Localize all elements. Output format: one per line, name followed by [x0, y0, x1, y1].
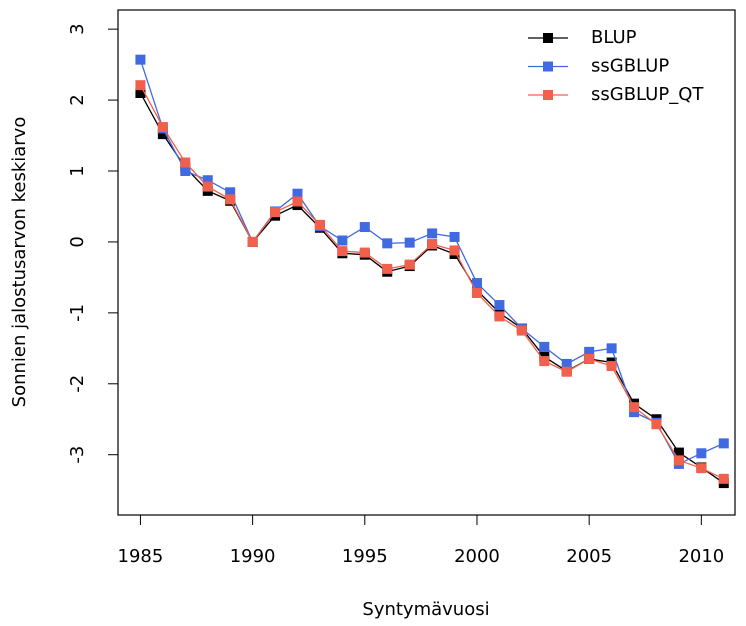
- data-point: [202, 181, 213, 192]
- data-point: [561, 366, 572, 377]
- data-point: [135, 54, 146, 65]
- data-point: [516, 325, 527, 336]
- legend-marker: [543, 90, 553, 100]
- y-tick-label: 1: [67, 165, 88, 176]
- x-tick-label: 1990: [230, 546, 276, 567]
- data-point: [337, 235, 348, 246]
- data-point: [180, 157, 191, 168]
- data-point: [180, 166, 191, 177]
- data-point: [606, 343, 617, 354]
- data-point: [270, 207, 281, 218]
- data-point: [449, 245, 460, 256]
- data-point: [471, 278, 482, 289]
- data-point: [382, 238, 393, 249]
- data-point: [225, 187, 236, 198]
- data-point: [292, 196, 303, 207]
- data-point: [673, 447, 684, 458]
- data-point: [359, 222, 370, 233]
- data-point: [157, 122, 168, 133]
- data-point: [494, 311, 505, 322]
- x-tick-label: 2010: [678, 546, 724, 567]
- x-axis-title: Syntymävuosi: [362, 599, 489, 620]
- legend-marker: [543, 61, 553, 72]
- y-tick-label: -2: [67, 375, 88, 393]
- data-point: [427, 228, 438, 239]
- data-point: [696, 463, 707, 474]
- data-point: [404, 259, 415, 270]
- data-point: [629, 402, 640, 413]
- series-line: [139, 92, 725, 484]
- y-tick-label: -1: [67, 304, 88, 322]
- legend-label: BLUP: [591, 27, 637, 48]
- data-point: [673, 455, 684, 466]
- data-point: [539, 341, 550, 352]
- y-tick-label: 3: [67, 23, 88, 34]
- data-point: [225, 194, 236, 205]
- y-axis-title: Sonnien jalostusarvon keskiarvo: [9, 117, 30, 408]
- x-tick-label: 2005: [566, 546, 612, 567]
- y-tick-label: 2: [67, 94, 88, 105]
- x-tick-label: 1995: [342, 546, 388, 567]
- data-point: [404, 237, 415, 248]
- data-point: [651, 419, 662, 430]
- data-point: [247, 236, 258, 247]
- x-tick-label: 2000: [454, 546, 500, 567]
- y-tick-label: -3: [67, 446, 88, 464]
- data-point: [539, 356, 550, 367]
- data-point: [584, 353, 595, 364]
- data-point: [135, 80, 146, 91]
- legend-label: ssGBLUP_QT: [591, 84, 704, 105]
- data-point: [718, 438, 729, 449]
- plot-frame: [117, 9, 736, 516]
- data-point: [561, 358, 572, 369]
- data-point: [606, 361, 617, 372]
- x-tick-label: 1985: [118, 546, 164, 567]
- data-point: [292, 188, 303, 199]
- legend-marker: [543, 33, 553, 43]
- data-point: [359, 247, 370, 258]
- data-point: [337, 246, 348, 257]
- data-point: [471, 287, 482, 298]
- data-point: [157, 129, 168, 140]
- y-tick-label: 0: [67, 236, 88, 247]
- data-point: [494, 300, 505, 311]
- data-point: [696, 448, 707, 459]
- data-point: [427, 239, 438, 250]
- data-point: [449, 231, 460, 242]
- data-point: [314, 219, 325, 230]
- legend-label: ssGBLUP: [591, 56, 669, 77]
- data-point: [382, 263, 393, 274]
- data-point: [718, 473, 729, 484]
- data-point: [202, 175, 213, 186]
- data-point: [584, 346, 595, 357]
- data-point: [135, 87, 146, 98]
- series-line: [139, 84, 725, 480]
